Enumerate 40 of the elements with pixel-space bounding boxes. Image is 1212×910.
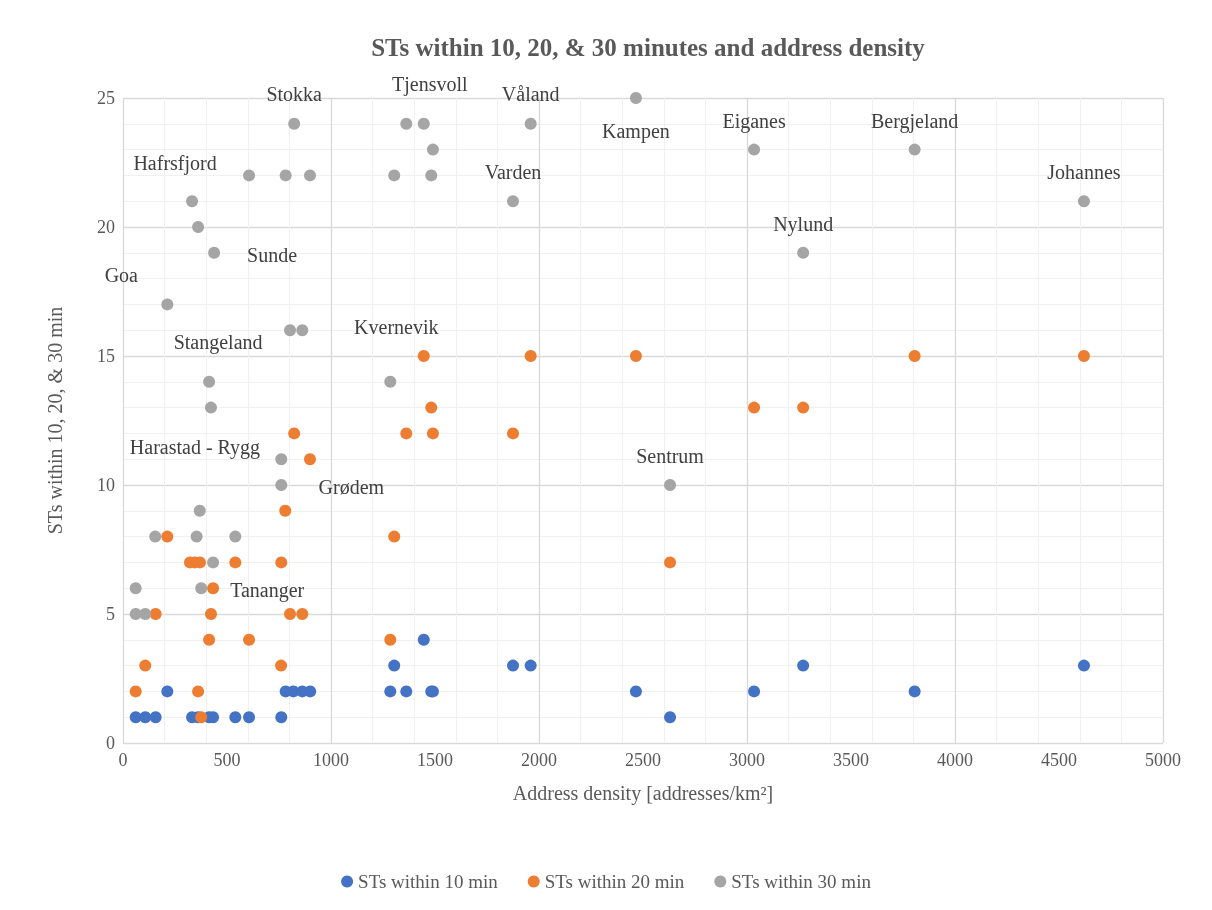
- x-tick-label: 5000: [1145, 750, 1181, 770]
- legend-label: STs within 20 min: [544, 871, 685, 892]
- annotation: Goa: [104, 264, 139, 287]
- annotation: Bergjeland: [870, 109, 959, 133]
- y-tick-label: 0: [106, 733, 115, 753]
- y-tick-label: 5: [106, 604, 115, 624]
- annotation: Hafrsfjord: [133, 152, 217, 176]
- annotation: Stangeland: [173, 330, 263, 354]
- annotation: Johannes: [1047, 161, 1121, 184]
- y-tick-label: 15: [97, 346, 115, 366]
- annotation: Tjensvoll: [391, 72, 468, 96]
- x-tick-label: 1000: [313, 750, 349, 770]
- annotation: Kvernevik: [354, 315, 439, 338]
- legend-label: STs within 30 min: [731, 871, 872, 892]
- annotation: Nylund: [773, 212, 834, 236]
- legend-label: STs within 10 min: [358, 871, 499, 892]
- annotation: Sentrum: [636, 445, 705, 467]
- y-tick-label: 10: [97, 475, 115, 495]
- y-tick-label: 20: [97, 217, 115, 237]
- x-axis-title: Address density [addresses/km²]: [512, 782, 774, 805]
- annotation: Sunde: [247, 243, 298, 266]
- chart-title: STs within 10, 20, & 30 minutes and address density: [371, 34, 926, 61]
- annotation: Eiganes: [722, 109, 786, 133]
- x-tick-label: 1500: [417, 750, 453, 770]
- annotation: Våland: [501, 82, 560, 105]
- annotation: Grødem: [318, 476, 385, 498]
- x-tick-label: 500: [213, 750, 241, 770]
- y-tick-label: 25: [97, 88, 115, 108]
- x-tick-label: 4500: [1041, 750, 1077, 770]
- x-tick-label: 2000: [521, 750, 557, 770]
- x-tick-label: 2500: [625, 750, 661, 770]
- x-tick-label: 3500: [833, 750, 869, 770]
- annotation: Stokka: [266, 82, 323, 105]
- annotation: Harastad - Rygg: [129, 435, 261, 459]
- x-tick-label: 4000: [937, 750, 973, 770]
- y-axis-title: STs within 10, 20, & 30 min: [44, 306, 66, 535]
- x-tick-label: 3000: [729, 750, 765, 770]
- annotation: Varden: [484, 161, 542, 184]
- annotation: Tananger: [230, 579, 305, 603]
- annotation: Kampen: [602, 120, 670, 143]
